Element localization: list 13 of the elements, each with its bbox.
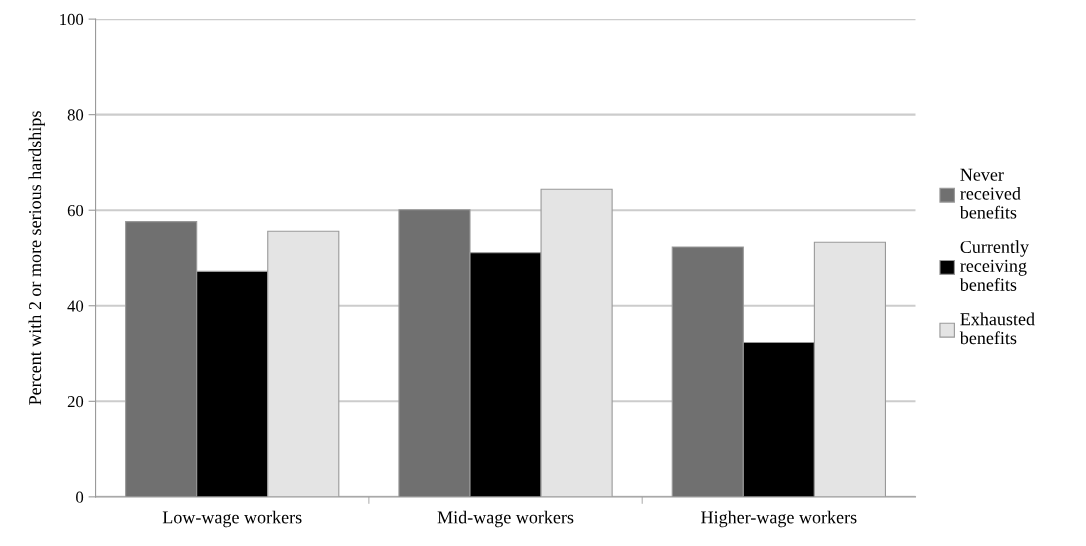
y-axis-title: Percent with 2 or more serious hardships xyxy=(28,111,45,405)
y-tick-label: 20 xyxy=(67,396,84,408)
y-tick-label: 0 xyxy=(76,491,84,503)
x-tick-label: Low-wage workers xyxy=(162,510,302,528)
legend-label: Currently receiving benefits xyxy=(959,240,1029,291)
y-tick-label: 60 xyxy=(67,204,84,217)
legend-label: Never received benefits xyxy=(959,168,1021,219)
x-tick-label: Higher-wage workers xyxy=(701,510,857,528)
y-tick-label: 40 xyxy=(67,300,84,312)
x-tick-label: Mid-wage workers xyxy=(437,510,574,528)
legend-label: Exhausted benefits xyxy=(959,312,1035,345)
y-tick-label: 100 xyxy=(60,13,84,26)
y-tick-label: 80 xyxy=(67,109,84,121)
